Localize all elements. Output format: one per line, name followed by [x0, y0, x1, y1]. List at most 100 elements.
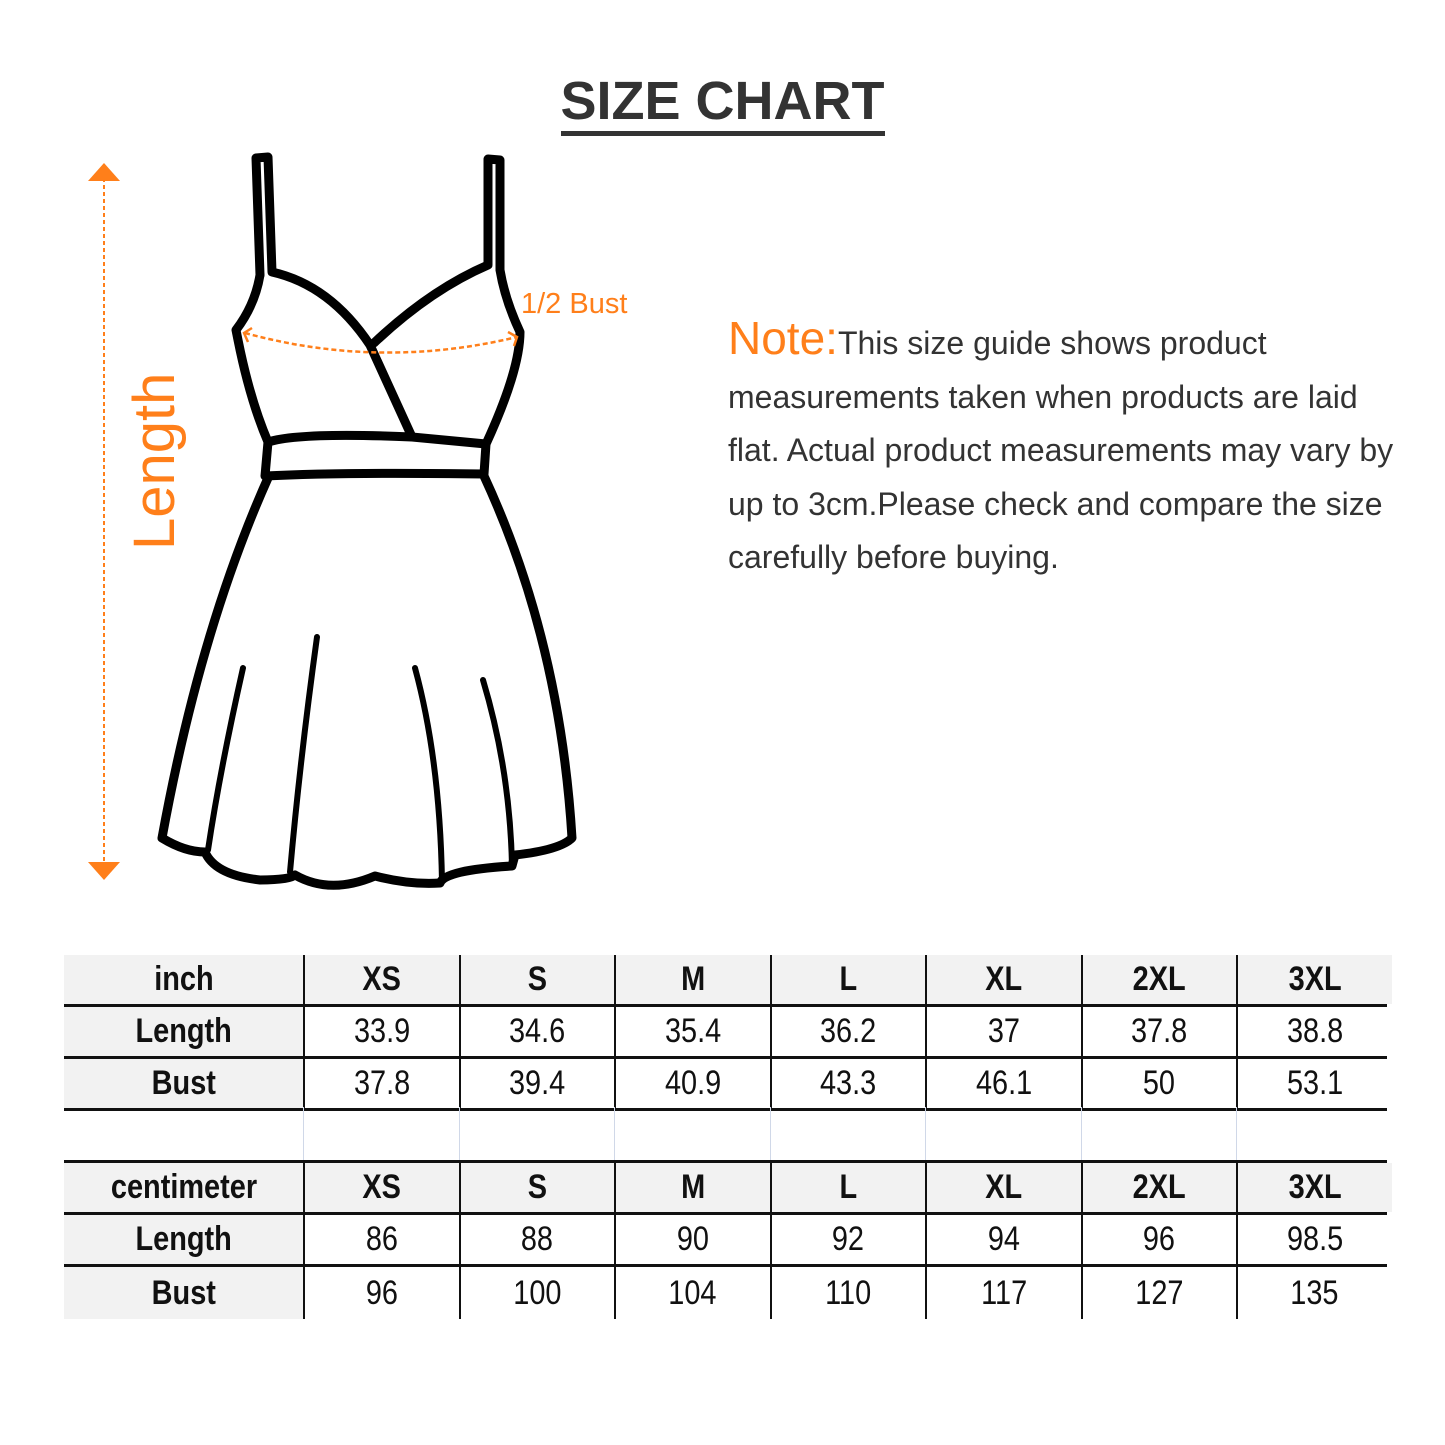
size-header-cell: S	[458, 955, 614, 1004]
cell-text: 50	[1143, 1064, 1176, 1102]
value-cell: 94	[925, 1215, 1081, 1264]
cell-text: 37	[987, 1012, 1020, 1050]
cell-text: 46.1	[975, 1064, 1032, 1102]
value-cell: 35.4	[614, 1007, 770, 1056]
size-header-cell: L	[769, 1163, 925, 1212]
size-header-cell: XL	[925, 1163, 1081, 1212]
cell-text: M	[680, 1168, 705, 1206]
size-header-cell: M	[614, 1163, 770, 1212]
cell-text: 39.4	[509, 1064, 566, 1102]
value-cell: 39.4	[458, 1059, 615, 1108]
cell-text: 2XL	[1132, 960, 1186, 998]
table-row: Length 86 88 90 92 94 96 98.5	[64, 1215, 1387, 1267]
cell-text: 100	[513, 1273, 562, 1312]
row-label-cell: Bust	[64, 1267, 303, 1319]
cell-text: 110	[825, 1273, 872, 1312]
length-arrow	[88, 163, 120, 880]
cell-text: M	[680, 960, 705, 998]
arrow-left-icon	[242, 326, 253, 343]
table-row: Length 33.9 34.6 35.4 36.2 37 37.8 38.8	[64, 1007, 1387, 1059]
cell-text: XL	[985, 960, 1023, 998]
table-header-row: centimeter XS S M L XL 2XL 3XL	[64, 1163, 1392, 1215]
cell-text: 88	[521, 1220, 554, 1258]
value-cell: 33.9	[303, 1007, 459, 1056]
value-cell: 98.5	[1236, 1215, 1392, 1264]
cell-text: 135	[1290, 1273, 1339, 1312]
cell-text: 2XL	[1132, 1168, 1186, 1206]
size-header-cell: XS	[303, 1163, 459, 1212]
note-text: Note:This size guide shows product measu…	[728, 312, 1394, 575]
value-cell: 37	[925, 1007, 1081, 1056]
inch-size-table: inch XS S M L XL 2XL 3XL Length 33.9 34.6 35.4 36.2 3…	[64, 955, 1392, 1111]
dress-diagram	[88, 152, 577, 890]
unit-cell: inch	[64, 955, 303, 1004]
value-cell: 110	[769, 1267, 926, 1319]
arrow-up-icon	[88, 163, 120, 181]
size-header-cell: 3XL	[1236, 1163, 1392, 1212]
value-cell: 96	[303, 1267, 459, 1319]
table-spacer	[64, 1107, 1387, 1160]
value-cell: 46.1	[925, 1059, 1081, 1108]
unit-cell: centimeter	[64, 1163, 303, 1212]
cell-text: 117	[980, 1273, 1027, 1312]
value-cell: 36.2	[769, 1007, 926, 1056]
value-cell: 34.6	[458, 1007, 615, 1056]
cell-text: 34.6	[509, 1012, 566, 1050]
cell-text: 35.4	[664, 1012, 721, 1050]
cell-text: 43.3	[820, 1064, 877, 1102]
cell-text: XL	[985, 1168, 1023, 1206]
value-cell: 135	[1236, 1267, 1392, 1319]
size-header-cell: XS	[303, 955, 459, 1004]
cell-text: 104	[668, 1273, 717, 1312]
value-cell: 37.8	[303, 1059, 459, 1108]
cell-text: 37.8	[353, 1064, 410, 1102]
cell-text: 90	[676, 1220, 709, 1258]
value-cell: 92	[769, 1215, 926, 1264]
cell-text: Bust	[151, 1273, 216, 1312]
value-cell: 50	[1080, 1059, 1237, 1108]
size-header-cell: S	[458, 1163, 614, 1212]
cell-text: Length	[135, 1012, 232, 1050]
cell-text: L	[839, 960, 858, 998]
value-cell: 88	[458, 1215, 615, 1264]
cell-text: XS	[362, 960, 402, 998]
cell-text: S	[527, 960, 547, 998]
row-label-cell: Length	[64, 1007, 303, 1056]
cell-text: 37.8	[1131, 1012, 1188, 1050]
cell-text: 3XL	[1288, 960, 1342, 998]
cell-text: XS	[362, 1168, 402, 1206]
centimeter-size-table: centimeter XS S M L XL 2XL 3XL Length 86 88 90 92 94 9…	[64, 1160, 1392, 1319]
note-label: Note:	[728, 312, 838, 364]
cell-text: inch	[153, 960, 214, 998]
value-cell: 43.3	[769, 1059, 926, 1108]
table-row: Bust 37.8 39.4 40.9 43.3 46.1 50 53.1	[64, 1059, 1387, 1111]
cell-text: Bust	[151, 1064, 216, 1102]
cell-text: centimeter	[110, 1168, 257, 1206]
value-cell: 40.9	[614, 1059, 770, 1108]
cell-text: 33.9	[353, 1012, 410, 1050]
cell-text: 96	[1143, 1220, 1176, 1258]
value-cell: 100	[458, 1267, 615, 1319]
cell-text: 3XL	[1288, 1168, 1342, 1206]
size-header-cell: 2XL	[1080, 955, 1236, 1004]
length-label: Length	[122, 372, 187, 550]
value-cell: 117	[925, 1267, 1081, 1319]
row-label-cell: Bust	[64, 1059, 303, 1108]
cell-text: 127	[1135, 1273, 1184, 1312]
row-label-cell: Length	[64, 1215, 303, 1264]
page-title: SIZE CHART	[0, 70, 1445, 136]
dress-outline	[157, 152, 577, 890]
cell-text: 53.1	[1286, 1064, 1343, 1102]
value-cell: 90	[614, 1215, 770, 1264]
bust-arrow	[242, 326, 519, 354]
value-cell: 104	[614, 1267, 770, 1319]
cell-text: 36.2	[820, 1012, 877, 1050]
cell-text: 98.5	[1286, 1220, 1343, 1258]
size-header-cell: L	[769, 955, 925, 1004]
table-row: Bust 96 100 104 110 117 127 135	[64, 1267, 1387, 1319]
size-header-cell: 2XL	[1080, 1163, 1236, 1212]
size-header-cell: M	[614, 955, 770, 1004]
value-cell: 38.8	[1236, 1007, 1392, 1056]
table-header-row: inch XS S M L XL 2XL 3XL	[64, 955, 1392, 1007]
cell-text: 92	[832, 1220, 865, 1258]
